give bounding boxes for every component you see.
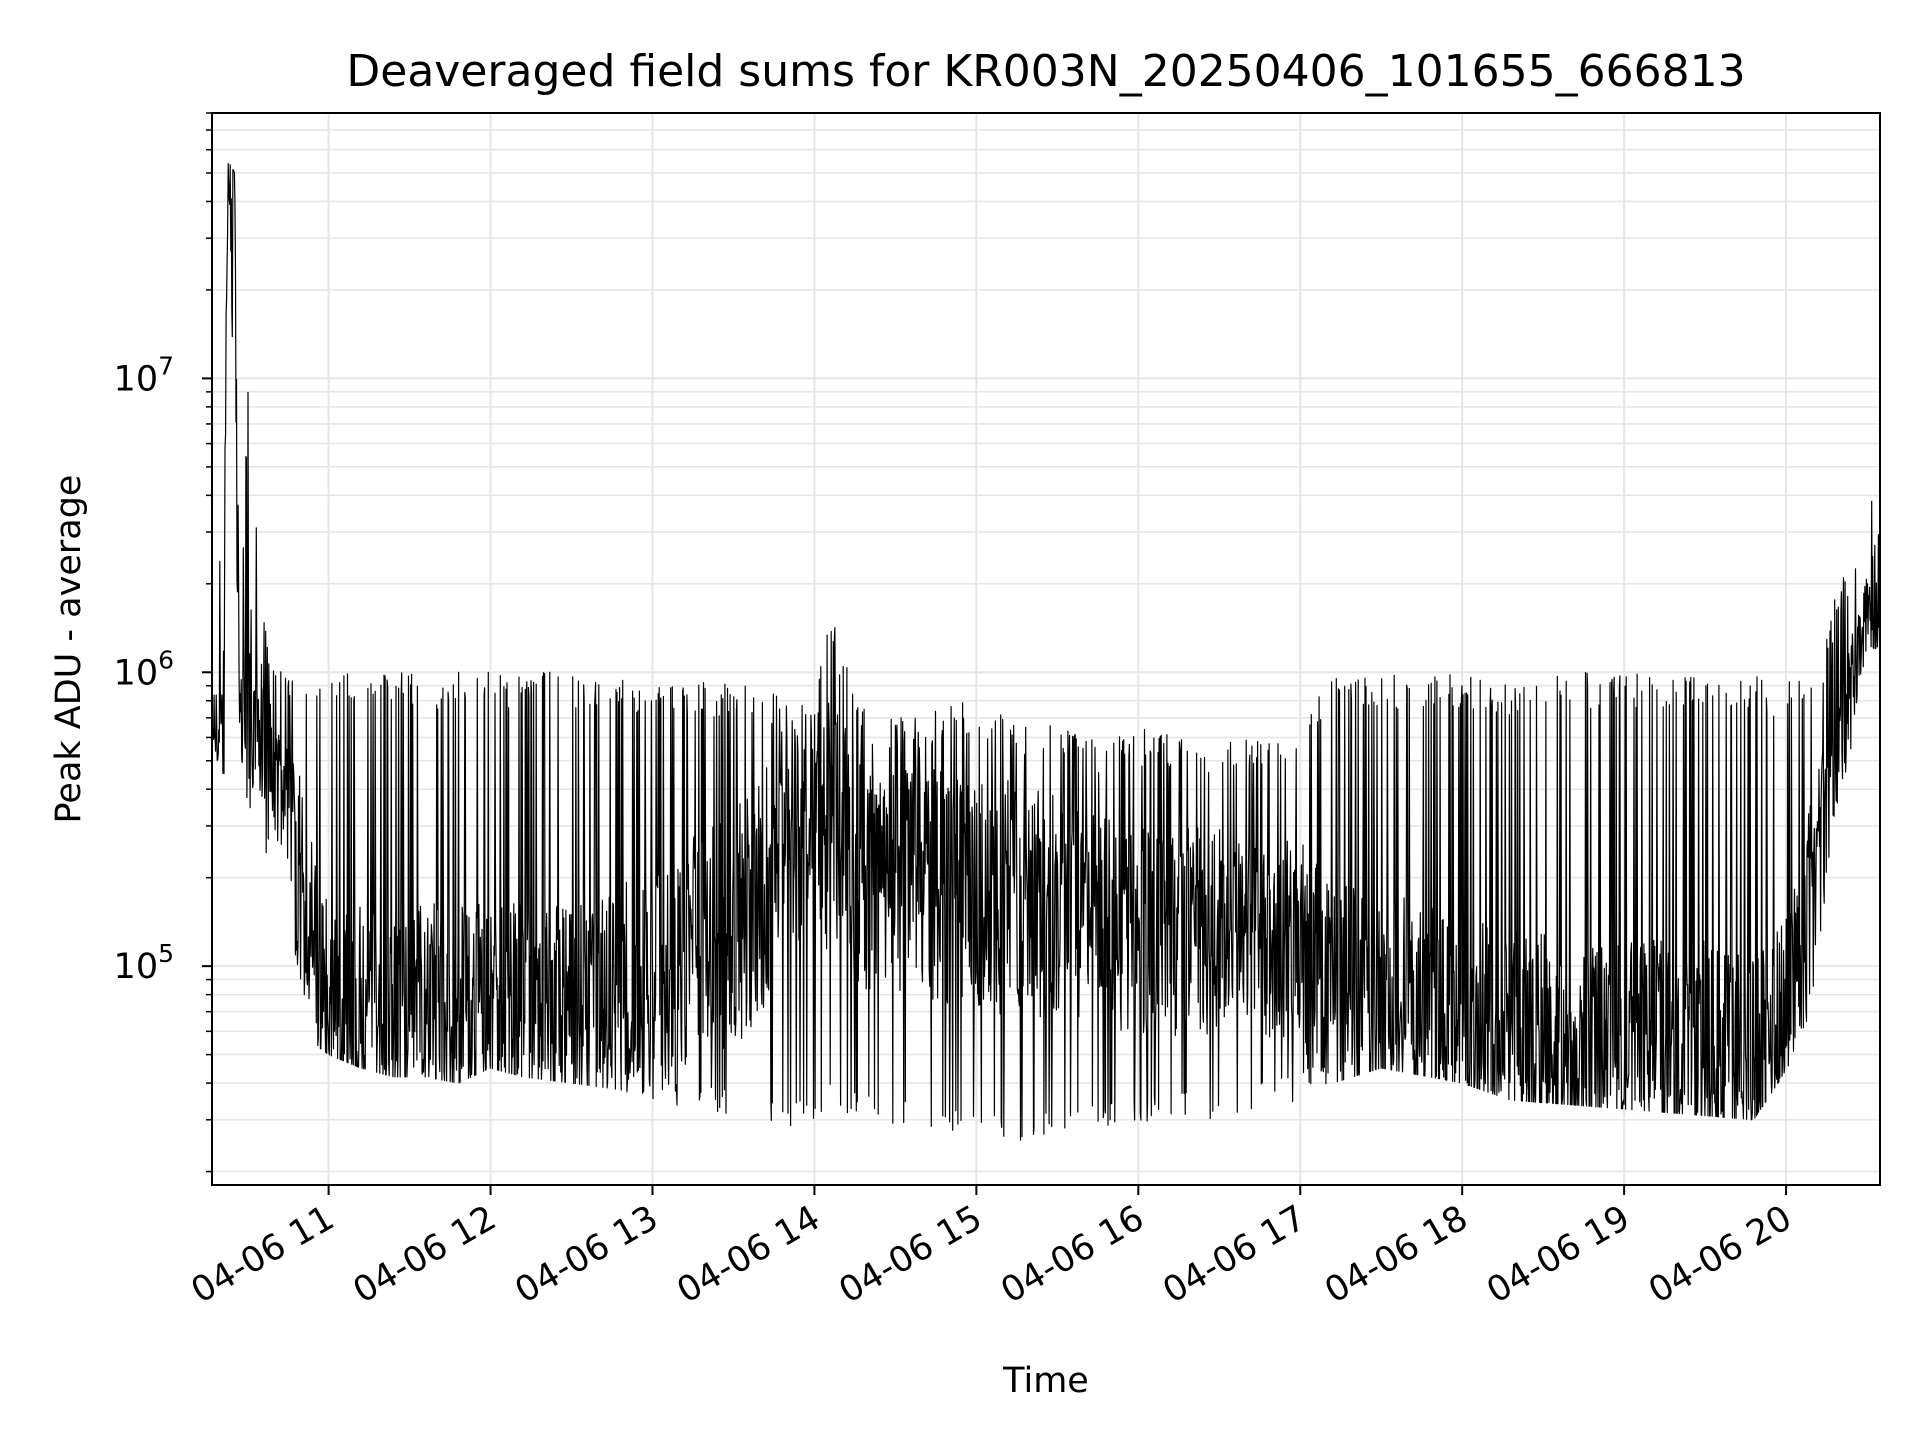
y-tick-label: 107 <box>114 351 174 399</box>
plot-frame <box>211 112 1881 1186</box>
chart-title: Deaveraged field sums for KR003N_2025040… <box>346 46 1745 97</box>
y-tick-label: 105 <box>114 939 174 987</box>
x-axis-label: Time <box>1002 1361 1089 1401</box>
y-tick-label: 106 <box>114 645 174 693</box>
y-axis-label: Peak ADU - average <box>49 475 89 824</box>
series-line <box>211 163 1881 1141</box>
series-layer <box>211 163 1881 1141</box>
